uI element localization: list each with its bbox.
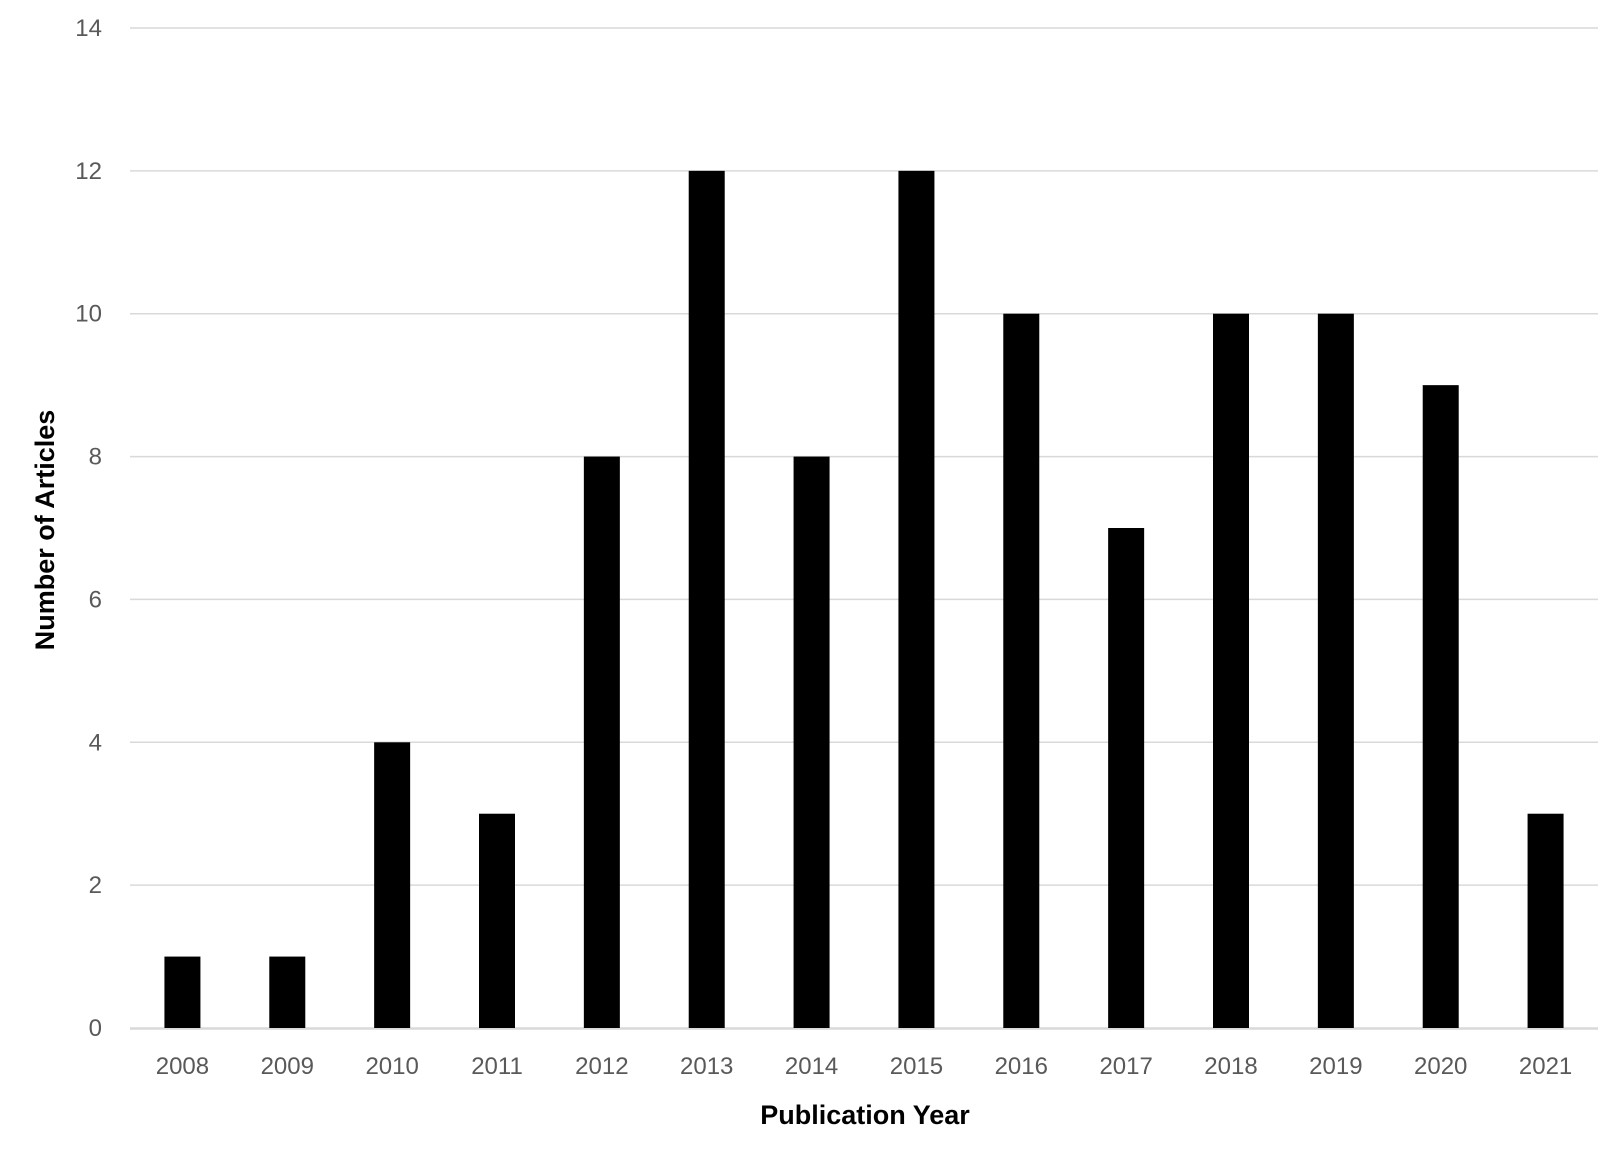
x-tick-label: 2013	[680, 1053, 733, 1080]
bar-2009	[269, 956, 306, 1028]
x-tick-label: 2018	[1204, 1053, 1257, 1080]
bar-2016	[1003, 313, 1040, 1028]
x-tick-label: 2011	[471, 1053, 523, 1080]
bar-2008	[164, 956, 201, 1028]
bar-2012	[583, 456, 620, 1029]
bar-2021	[1527, 813, 1564, 1028]
y-tick-label: 4	[89, 729, 102, 756]
bar-2011	[479, 813, 515, 1028]
bar-2018	[1213, 313, 1249, 1028]
x-tick-label: 2014	[785, 1053, 838, 1080]
x-tick-label: 2008	[156, 1053, 209, 1080]
y-tick-label: 8	[89, 444, 102, 471]
y-axis-ticks: 0 2 4 6 8 10 12 14	[75, 15, 102, 1042]
x-tick-label: 2020	[1414, 1053, 1467, 1080]
x-tick-label: 2015	[890, 1053, 943, 1080]
x-tick-label: 2017	[1099, 1053, 1152, 1080]
bar-2019	[1317, 313, 1354, 1028]
y-tick-label: 12	[75, 158, 102, 185]
y-tick-label: 6	[89, 586, 102, 613]
bar-2017	[1108, 528, 1145, 1028]
y-tick-label: 14	[75, 15, 102, 42]
bar-2010	[374, 742, 411, 1028]
x-tick-label: 2016	[995, 1053, 1048, 1080]
y-tick-label: 10	[75, 301, 102, 328]
y-axis-title: Number of Articles	[30, 410, 60, 651]
x-tick-label: 2019	[1309, 1053, 1362, 1080]
x-tick-label: 2012	[575, 1053, 628, 1080]
bar-2015	[898, 170, 935, 1028]
x-tick-label: 2010	[365, 1053, 418, 1080]
bar-2013	[688, 170, 725, 1028]
y-tick-label: 2	[89, 872, 102, 899]
y-tick-label: 0	[89, 1015, 102, 1042]
x-tick-label: 2009	[261, 1053, 314, 1080]
bar-2014	[793, 456, 830, 1029]
x-tick-label: 2021	[1519, 1053, 1572, 1080]
x-axis-title: Publication Year	[760, 1100, 970, 1130]
bar-2020	[1422, 385, 1459, 1029]
x-axis-ticks: 2008 2009 2010 2011 2012 2013 2014 2015 2016 2017…	[156, 1053, 1573, 1080]
gridlines	[130, 27, 1598, 1030]
bars	[164, 170, 1564, 1029]
